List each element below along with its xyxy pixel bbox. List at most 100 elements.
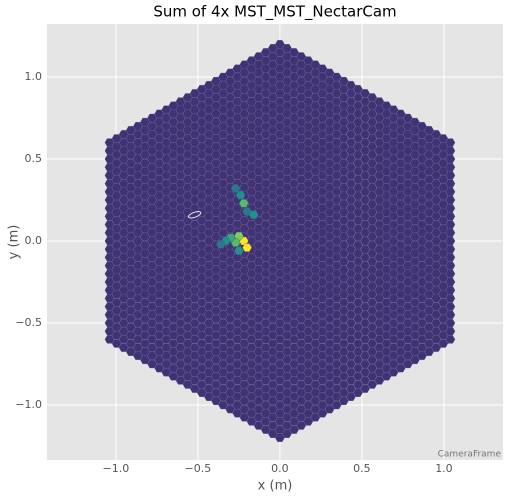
camera-pixel xyxy=(374,359,385,369)
camera-pixel xyxy=(211,290,221,299)
camera-pixel xyxy=(126,183,136,192)
camera-pixel xyxy=(168,298,179,307)
camera-pixel xyxy=(189,261,200,270)
camera-pixel xyxy=(197,249,207,258)
camera-pixel xyxy=(317,122,328,131)
camera-pixel xyxy=(133,204,143,213)
camera-pixel xyxy=(353,306,363,315)
camera-pixel xyxy=(438,142,449,151)
camera-pixel xyxy=(147,146,157,155)
camera-pixel xyxy=(289,179,299,188)
camera-pixel xyxy=(275,269,285,278)
camera-pixel xyxy=(353,388,363,397)
camera-pixel xyxy=(218,277,228,287)
camera-pixel xyxy=(118,204,129,213)
camera-pixel xyxy=(246,81,257,90)
camera-pixel xyxy=(246,171,257,180)
camera-pixel xyxy=(324,93,335,102)
camera-pixel xyxy=(133,335,143,344)
camera-pixel xyxy=(218,105,228,114)
camera-pixel xyxy=(417,245,427,254)
camera-pixel xyxy=(225,347,235,356)
camera-pixel xyxy=(310,224,321,233)
camera-pixel xyxy=(111,290,122,299)
camera-pixel xyxy=(282,52,292,61)
camera-pixel xyxy=(317,277,328,287)
camera-pixel xyxy=(374,130,385,139)
camera-pixel xyxy=(253,232,264,242)
camera-pixel xyxy=(282,216,292,225)
camera-pixel xyxy=(310,273,321,283)
camera-pixel xyxy=(331,195,342,205)
camera-pixel xyxy=(374,327,385,336)
camera-pixel xyxy=(381,142,392,151)
x-axis-label: x (m) xyxy=(258,479,293,494)
camera-pixel xyxy=(424,199,434,209)
camera-pixel xyxy=(197,265,207,274)
camera-pixel xyxy=(140,273,150,283)
camera-pixel xyxy=(353,265,363,274)
camera-pixel xyxy=(197,372,207,381)
camera-pixel xyxy=(374,171,385,180)
camera-pixel xyxy=(154,175,164,184)
camera-pixel xyxy=(275,294,285,303)
camera-pixel xyxy=(175,351,186,360)
camera-pixel xyxy=(346,81,356,90)
camera-pixel xyxy=(168,175,179,184)
camera-pixel xyxy=(147,351,157,360)
camera-pixel xyxy=(310,339,321,348)
camera-pixel xyxy=(218,343,228,352)
camera-pixel xyxy=(126,232,136,242)
camera-pixel xyxy=(225,290,235,299)
camera-pixel xyxy=(189,113,200,123)
camera-pixel xyxy=(303,343,314,352)
camera-pixel xyxy=(154,355,164,365)
camera-pixel xyxy=(260,392,271,401)
camera-pixel xyxy=(118,179,129,188)
camera-pixel xyxy=(118,187,129,196)
camera-pixel xyxy=(232,368,243,377)
camera-pixel xyxy=(317,163,328,172)
camera-pixel xyxy=(317,359,328,369)
camera-pixel xyxy=(268,60,278,69)
camera-pixel xyxy=(268,52,278,61)
camera-pixel xyxy=(211,306,221,315)
camera-pixel xyxy=(147,130,157,139)
camera-pixel xyxy=(346,277,356,287)
camera-pixel xyxy=(253,240,264,250)
camera xyxy=(104,40,456,442)
camera-pixel xyxy=(282,60,292,69)
camera-pixel xyxy=(339,224,349,233)
camera-pixel xyxy=(310,405,321,414)
camera-pixel xyxy=(381,364,392,373)
camera-pixel xyxy=(204,245,214,254)
camera-pixel xyxy=(232,81,243,90)
camera-pixel xyxy=(395,265,406,274)
camera-pixel xyxy=(317,376,328,385)
camera-pixel xyxy=(104,318,115,328)
camera-pixel xyxy=(197,257,207,266)
camera-pixel xyxy=(253,249,264,258)
camera-pixel xyxy=(253,199,264,209)
y-tick-label: 0.5 xyxy=(25,152,43,165)
camera-pixel xyxy=(126,331,136,340)
camera-pixel xyxy=(218,154,228,164)
camera-pixel xyxy=(310,150,321,160)
camera-pixel xyxy=(310,298,321,307)
camera-pixel xyxy=(168,183,179,192)
camera-pixel xyxy=(388,368,399,377)
camera-pixel xyxy=(189,318,200,328)
camera-pixel xyxy=(381,199,392,209)
camera-pixel xyxy=(239,413,250,422)
camera-pixel xyxy=(218,310,228,319)
camera-pixel xyxy=(204,277,214,287)
camera-pixel xyxy=(140,117,150,127)
camera-pixel xyxy=(303,392,314,401)
camera-pixel xyxy=(204,122,214,131)
camera-pixel xyxy=(204,359,214,369)
camera-pixel xyxy=(211,281,221,291)
camera-pixel xyxy=(147,154,157,164)
camera-pixel xyxy=(211,158,221,168)
camera-pixel xyxy=(331,122,342,131)
camera-pixel xyxy=(403,228,413,237)
